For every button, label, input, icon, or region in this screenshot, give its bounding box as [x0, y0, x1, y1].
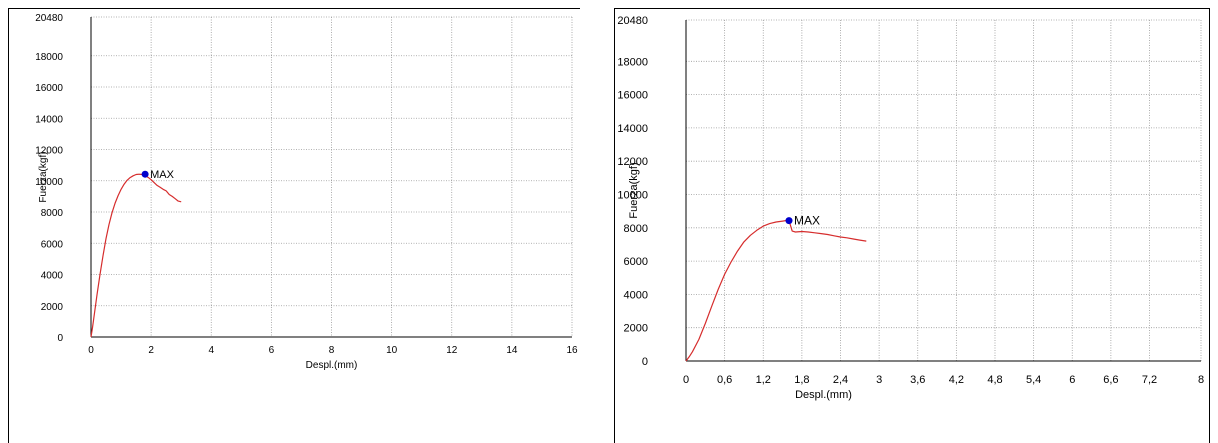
- x-tick-label: 2,4: [833, 374, 848, 386]
- x-tick-label: 16: [566, 345, 578, 356]
- x-tick-label: 14: [506, 345, 518, 356]
- x-tick-label: 2: [148, 345, 154, 356]
- x-tick-label: 4: [208, 345, 214, 356]
- x-axis-label: Despl.(mm): [306, 360, 358, 371]
- y-tick-label: 10000: [35, 177, 63, 188]
- x-tick-label: 3,6: [910, 374, 925, 386]
- max-point: [141, 170, 149, 178]
- max-label: MAX: [794, 214, 820, 228]
- x-tick-label: 6,6: [1103, 374, 1118, 386]
- x-axis-label: Despl.(mm): [795, 389, 852, 401]
- y-tick-label: 16000: [617, 90, 648, 102]
- y-tick-label: 18000: [35, 52, 63, 63]
- x-tick-label: 3: [876, 374, 882, 386]
- max-label: MAX: [150, 169, 175, 181]
- x-tick-label: 10: [386, 345, 398, 356]
- y-axis-label: Fuerza(kgf): [628, 162, 640, 218]
- y-tick-label: 20480: [617, 15, 648, 27]
- x-tick-label: 1,8: [794, 374, 809, 386]
- y-tick-label: 2000: [41, 302, 64, 313]
- cell-divider: [614, 8, 615, 443]
- x-tick-label: 8: [329, 345, 335, 356]
- y-tick-label: 12000: [35, 146, 63, 157]
- y-tick-label: 18000: [617, 56, 648, 68]
- x-tick-label: 6: [1069, 374, 1075, 386]
- x-tick-label: 0: [88, 345, 94, 356]
- y-tick-label: 16000: [35, 83, 63, 94]
- x-tick-label: 0: [683, 374, 689, 386]
- y-tick-label: 14000: [35, 114, 63, 125]
- y-tick-label: 6000: [41, 239, 64, 250]
- x-tick-label: 4,2: [949, 374, 964, 386]
- x-tick-label: 5,4: [1026, 374, 1041, 386]
- x-tick-label: 8: [1198, 374, 1204, 386]
- frame-gap: [580, 7, 614, 10]
- y-tick-label: 8000: [624, 223, 648, 235]
- y-tick-label: 6000: [624, 256, 648, 268]
- y-tick-label: 0: [642, 356, 648, 368]
- y-tick-label: 20480: [35, 13, 63, 24]
- y-axis-label: Fuerza(kgf): [38, 151, 49, 202]
- x-tick-label: 12: [446, 345, 458, 356]
- y-tick-label: 8000: [41, 208, 64, 219]
- x-tick-label: 7,2: [1142, 374, 1157, 386]
- y-tick-label: 4000: [41, 271, 64, 282]
- y-tick-label: 14000: [617, 123, 648, 135]
- x-tick-label: 0,6: [717, 374, 732, 386]
- x-tick-label: 6: [269, 345, 275, 356]
- y-tick-label: 2000: [624, 323, 648, 335]
- y-tick-label: 12000: [617, 156, 648, 168]
- x-tick-label: 1,2: [756, 374, 771, 386]
- series-line: [685, 220, 867, 362]
- series-line: [90, 173, 182, 338]
- chart-left: 0 2 4 6 8 10 12 14 16 0 2000 4000 6000 8000 10000 12000…: [35, 13, 578, 371]
- y-tick-label: 4000: [624, 289, 648, 301]
- y-tick-label: 10000: [617, 189, 648, 201]
- max-point: [785, 217, 793, 225]
- x-tick-label: 4,8: [987, 374, 1002, 386]
- y-tick-label: 0: [57, 333, 63, 344]
